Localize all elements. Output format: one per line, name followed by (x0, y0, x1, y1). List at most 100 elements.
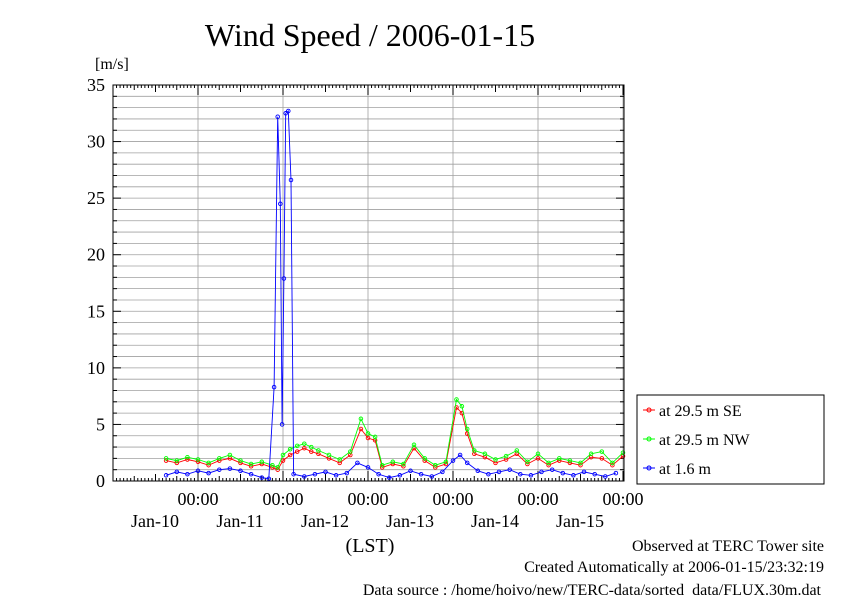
data-point (482, 451, 488, 457)
data-point (503, 453, 509, 459)
legend-label: at 29.5 m NW (659, 432, 751, 449)
data-point (185, 454, 190, 460)
data-point (429, 474, 435, 479)
legend-item: at 29.5 m NW (643, 432, 751, 449)
y-axis-ticks: 0 5 10 15 20 25 30 35 (87, 75, 624, 491)
data-point (535, 456, 541, 461)
data-point (291, 471, 296, 477)
data-point (302, 441, 307, 446)
data-point (337, 457, 342, 462)
data-point (283, 111, 288, 116)
data-point (525, 459, 530, 465)
data-point (275, 114, 280, 119)
data-point (195, 459, 201, 465)
data-point (588, 451, 594, 457)
data-point (459, 404, 465, 409)
data-point (518, 471, 523, 477)
data-point (387, 475, 392, 480)
footer-created: Created Automatically at 2006-01-15/23:3… (524, 559, 824, 576)
series-layer (163, 108, 626, 481)
x-date-label: Jan-10 (131, 511, 179, 531)
data-point (358, 426, 364, 432)
y-tick-label: 10 (87, 358, 105, 378)
data-point (217, 467, 222, 472)
grid (113, 85, 624, 481)
data-point (578, 462, 583, 468)
series-line (166, 398, 624, 468)
x-tick-label: 00:00 (347, 489, 388, 509)
data-point (217, 456, 222, 461)
legend-label: at 29.5 m SE (659, 403, 742, 420)
y-tick-label: 35 (87, 75, 105, 95)
legend-swatch-marker (646, 407, 652, 413)
data-point (294, 449, 300, 454)
data-point (610, 460, 615, 466)
data-point (259, 459, 265, 465)
data-point (539, 469, 544, 475)
y-axis-label: [m/s] (95, 56, 129, 73)
data-point (560, 470, 566, 476)
data-point (279, 422, 285, 427)
data-point (174, 469, 180, 475)
data-point (422, 456, 427, 461)
data-point (603, 474, 608, 479)
data-point (440, 469, 445, 475)
data-point (418, 471, 424, 477)
data-point (401, 461, 406, 467)
data-point (323, 469, 328, 475)
data-point (475, 468, 481, 474)
data-point (280, 458, 286, 463)
series-3 (163, 108, 619, 481)
data-point (401, 464, 406, 469)
x-tick-label: 00:00 (602, 489, 643, 509)
data-point (238, 468, 243, 474)
data-point (408, 468, 413, 474)
data-point (248, 464, 254, 469)
data-point (358, 416, 364, 422)
data-point (571, 473, 576, 478)
data-point (397, 473, 403, 478)
data-point (390, 459, 396, 465)
data-point (549, 467, 555, 472)
data-point (546, 462, 551, 468)
data-point (411, 442, 417, 448)
x-tick-label: 00:00 (262, 489, 303, 509)
data-point (287, 452, 293, 458)
y-tick-label: 20 (87, 245, 105, 265)
y-tick-label: 30 (87, 132, 105, 152)
data-point (163, 456, 169, 461)
data-point (286, 108, 291, 114)
data-point (507, 467, 512, 472)
data-point (288, 177, 294, 183)
x-date-label: Jan-13 (386, 511, 434, 531)
data-point (174, 458, 180, 463)
x-date-label: Jan-12 (301, 511, 349, 531)
data-point (326, 452, 332, 458)
data-point (248, 461, 254, 467)
chart-title: Wind Speed / 2006-01-15 (205, 17, 535, 53)
data-point (535, 451, 541, 457)
x-date-label: Jan-14 (471, 511, 519, 531)
data-point (206, 470, 211, 476)
data-point (464, 460, 470, 466)
data-point (281, 276, 287, 281)
data-point (280, 452, 286, 458)
x-tick-label: 00:00 (432, 489, 473, 509)
data-point (312, 471, 318, 477)
data-point (309, 444, 314, 450)
data-point (557, 456, 562, 461)
data-point (174, 460, 180, 466)
data-point (348, 449, 353, 454)
data-point (592, 471, 597, 477)
data-point (372, 434, 378, 440)
data-point (613, 470, 619, 476)
data-point (259, 475, 265, 480)
data-point (278, 201, 283, 207)
data-point (227, 452, 233, 458)
plot-frame (112, 84, 625, 482)
data-point (227, 466, 233, 471)
data-point (365, 431, 371, 436)
legend-item: at 29.5 m SE (643, 403, 742, 420)
data-point (514, 448, 520, 453)
